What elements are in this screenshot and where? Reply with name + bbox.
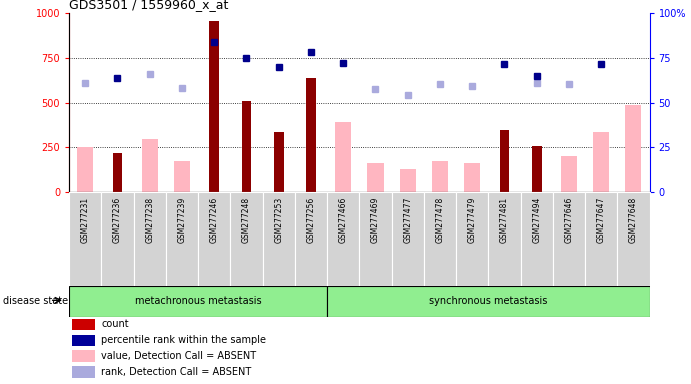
Text: count: count [101,319,129,329]
Text: GSM277494: GSM277494 [532,197,541,243]
Bar [242,101,252,192]
Text: GSM277469: GSM277469 [371,197,380,243]
Text: GSM277477: GSM277477 [403,197,413,243]
Bar [368,162,384,192]
Bar [500,131,509,192]
Text: GSM277479: GSM277479 [468,197,477,243]
Bar [230,192,263,286]
Bar [72,350,95,362]
Text: percentile rank within the sample: percentile rank within the sample [101,335,266,345]
Text: GSM277481: GSM277481 [500,197,509,243]
Bar [553,192,585,286]
Bar [77,147,93,192]
Text: metachronous metastasis: metachronous metastasis [135,296,261,306]
Bar [69,286,327,317]
Text: GSM277236: GSM277236 [113,197,122,243]
Text: GDS3501 / 1559960_x_at: GDS3501 / 1559960_x_at [69,0,229,11]
Text: disease state: disease state [3,296,68,306]
Text: GSM277256: GSM277256 [306,197,316,243]
Bar [295,192,327,286]
Bar [72,366,95,377]
Bar [464,162,480,192]
Bar [198,192,230,286]
Text: GSM277648: GSM277648 [629,197,638,243]
Text: GSM277647: GSM277647 [596,197,606,243]
Text: value, Detection Call = ABSENT: value, Detection Call = ABSENT [101,351,256,361]
Bar [561,156,577,192]
Bar [617,192,650,286]
Text: GSM277253: GSM277253 [274,197,283,243]
Bar [142,139,158,192]
Text: rank, Detection Call = ABSENT: rank, Detection Call = ABSENT [101,367,252,377]
Bar [625,104,641,192]
Bar [359,192,392,286]
Bar [392,192,424,286]
Bar [335,122,351,192]
Bar [306,78,316,192]
Bar [520,192,553,286]
Bar [274,132,283,192]
Text: GSM277238: GSM277238 [145,197,154,243]
Bar [489,192,520,286]
Bar [69,192,102,286]
Text: GSM277248: GSM277248 [242,197,251,243]
Bar [174,161,190,192]
Bar [72,319,95,330]
Text: GSM277466: GSM277466 [339,197,348,243]
Bar [72,334,95,346]
Bar [432,161,448,192]
Bar [456,192,489,286]
Text: GSM277646: GSM277646 [565,197,574,243]
Bar [327,192,359,286]
Bar [593,132,609,192]
Bar [113,153,122,192]
Bar [532,146,542,192]
Text: GSM277239: GSM277239 [178,197,187,243]
Bar [327,286,650,317]
Bar [399,169,416,192]
Text: GSM277246: GSM277246 [209,197,219,243]
Text: GSM277231: GSM277231 [81,197,90,243]
Bar [209,21,219,192]
Bar [133,192,166,286]
Bar [263,192,295,286]
Text: GSM277478: GSM277478 [435,197,444,243]
Bar [166,192,198,286]
Bar [424,192,456,286]
Bar [585,192,617,286]
Bar [102,192,133,286]
Text: synchronous metastasis: synchronous metastasis [429,296,547,306]
